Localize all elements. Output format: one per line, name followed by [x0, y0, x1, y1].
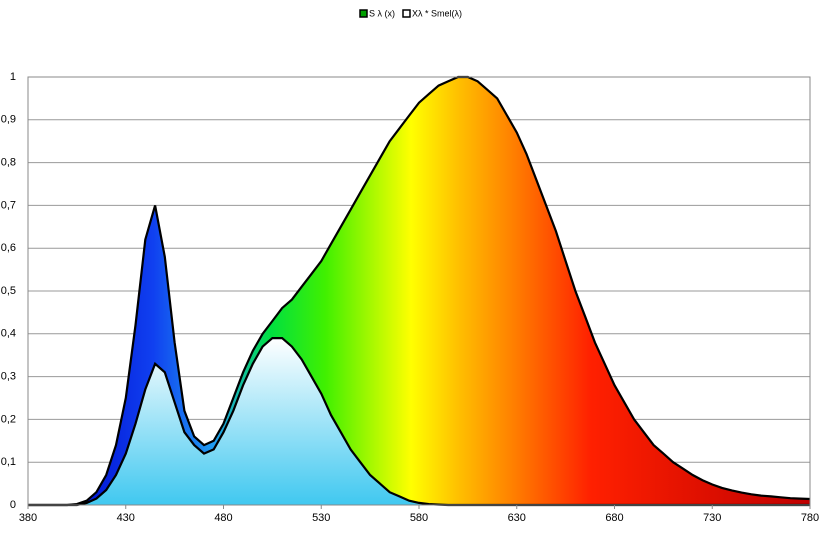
legend-label: S λ (x) — [369, 8, 395, 18]
y-tick-label: 0,2 — [1, 413, 16, 425]
y-tick-label: 1 — [10, 71, 16, 83]
x-tick-label: 430 — [117, 512, 135, 524]
x-tick-label: 480 — [214, 512, 232, 524]
y-tick-label: 0,8 — [1, 157, 16, 169]
y-tick-label: 0,3 — [1, 371, 16, 383]
x-tick-label: 730 — [703, 512, 721, 524]
x-tick-label: 530 — [312, 512, 330, 524]
x-tick-label: 780 — [801, 512, 819, 524]
x-tick-label: 680 — [605, 512, 623, 524]
y-tick-label: 0,4 — [1, 328, 16, 340]
x-tick-label: 580 — [410, 512, 428, 524]
y-tick-label: 0 — [10, 499, 16, 511]
axes: 0 0,1 0,2 0,3 0,4 0,5 0,6 0,7 0,8 0,9 1 380 430 480 53… — [1, 71, 819, 524]
x-tick-label: 380 — [19, 512, 37, 524]
y-tick-label: 0,6 — [1, 242, 16, 254]
legend: S λ (x) Xλ * Smel(λ) — [359, 8, 462, 18]
legend-swatch — [402, 9, 411, 18]
y-tick-label: 0,9 — [1, 114, 16, 126]
legend-label: Xλ * Smel(λ) — [412, 8, 462, 18]
y-tick-label: 0,7 — [1, 199, 16, 211]
legend-swatch — [359, 9, 368, 18]
area-fill — [28, 77, 810, 505]
x-tick-label: 630 — [508, 512, 526, 524]
series-line — [28, 75, 811, 507]
area-fill — [28, 338, 810, 505]
y-tick-label: 0,1 — [1, 456, 16, 468]
y-tick-label: 0,5 — [1, 285, 16, 297]
